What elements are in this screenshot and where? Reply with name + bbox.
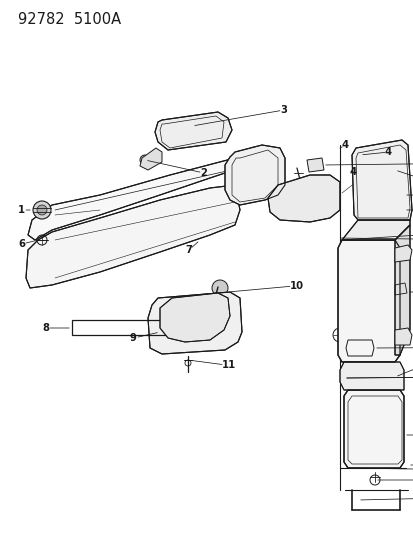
Polygon shape	[339, 362, 403, 390]
Polygon shape	[337, 240, 399, 362]
Polygon shape	[267, 175, 339, 222]
Text: 10: 10	[289, 281, 303, 291]
Circle shape	[211, 280, 228, 296]
Circle shape	[37, 205, 47, 215]
Polygon shape	[394, 225, 409, 355]
Polygon shape	[224, 145, 284, 205]
Circle shape	[390, 164, 398, 172]
Text: 2: 2	[199, 168, 206, 178]
Polygon shape	[28, 152, 269, 240]
Polygon shape	[341, 220, 409, 240]
Polygon shape	[147, 292, 242, 354]
Text: 1: 1	[18, 205, 25, 215]
Circle shape	[140, 155, 150, 165]
Text: 11: 11	[221, 360, 236, 370]
Text: 6: 6	[18, 239, 25, 249]
Polygon shape	[343, 390, 403, 468]
Polygon shape	[351, 140, 411, 220]
Circle shape	[33, 201, 51, 219]
Polygon shape	[306, 158, 323, 172]
Text: 9: 9	[130, 333, 137, 343]
Text: 4: 4	[341, 140, 348, 150]
Text: 8: 8	[42, 323, 49, 333]
Polygon shape	[159, 293, 230, 342]
Text: 92782  5100A: 92782 5100A	[18, 12, 121, 27]
Text: 7: 7	[185, 245, 191, 255]
Polygon shape	[394, 328, 411, 345]
Polygon shape	[140, 148, 161, 170]
Text: 4: 4	[349, 167, 356, 177]
Polygon shape	[26, 185, 240, 288]
Text: 4: 4	[384, 147, 391, 157]
Text: 3: 3	[279, 105, 286, 115]
Circle shape	[386, 160, 402, 176]
Polygon shape	[154, 112, 231, 150]
Polygon shape	[394, 245, 411, 262]
